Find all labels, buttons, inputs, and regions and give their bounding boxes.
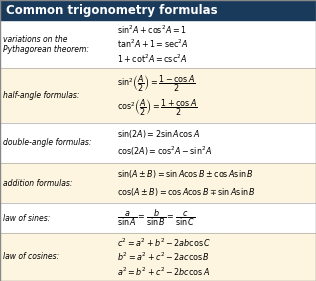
Bar <box>0 123 316 163</box>
Text: law of cosines:: law of cosines: <box>3 253 59 262</box>
Text: $\sin(2A) = 2\sin A\cos A$: $\sin(2A) = 2\sin A\cos A$ <box>117 128 200 140</box>
Text: $\tan^2\!A + 1 = \sec^2\!A$: $\tan^2\!A + 1 = \sec^2\!A$ <box>117 38 188 50</box>
Text: $\sin^2\!\left(\dfrac{A}{2}\right) = \dfrac{1 - \cos A}{2}$: $\sin^2\!\left(\dfrac{A}{2}\right) = \df… <box>117 73 196 94</box>
Text: half-angle formulas:: half-angle formulas: <box>3 91 80 100</box>
Bar <box>0 68 316 123</box>
Text: $\sin^2\!A + \cos^2\!A = 1$: $\sin^2\!A + \cos^2\!A = 1$ <box>117 24 186 36</box>
Text: $\cos^2\!\left(\dfrac{A}{2}\right) = \dfrac{1 + \cos A}{2}$: $\cos^2\!\left(\dfrac{A}{2}\right) = \df… <box>117 97 198 117</box>
Text: law of sines:: law of sines: <box>3 214 51 223</box>
Bar <box>0 203 316 233</box>
Text: $c^2 = a^2 + b^2 - 2ab\cos C$: $c^2 = a^2 + b^2 - 2ab\cos C$ <box>117 236 211 249</box>
Text: $\sin(A \pm B) = \sin A\cos B \pm \cos A\sin B$: $\sin(A \pm B) = \sin A\cos B \pm \cos A… <box>117 168 253 180</box>
Bar <box>0 20 316 68</box>
Text: $\cos(A \pm B) = \cos A\cos B \mp \sin A\sin B$: $\cos(A \pm B) = \cos A\cos B \mp \sin A… <box>117 186 256 198</box>
Text: variations on the
Pythagorean theorem:: variations on the Pythagorean theorem: <box>3 35 89 54</box>
Text: $\cos(2A) = \cos^2\!A - \sin^2\!A$: $\cos(2A) = \cos^2\!A - \sin^2\!A$ <box>117 145 212 158</box>
Text: $a^2 = b^2 + c^2 - 2bc\cos A$: $a^2 = b^2 + c^2 - 2bc\cos A$ <box>117 265 210 278</box>
Bar <box>0 233 316 281</box>
Text: double-angle formulas:: double-angle formulas: <box>3 138 92 147</box>
Bar <box>0 163 316 203</box>
Bar <box>0 0 316 20</box>
Text: addition formulas:: addition formulas: <box>3 178 73 187</box>
Text: $1 + \cot^2\!A = \csc^2\!A$: $1 + \cot^2\!A = \csc^2\!A$ <box>117 53 187 65</box>
Text: $b^2 = a^2 + c^2 - 2ac\cos B$: $b^2 = a^2 + c^2 - 2ac\cos B$ <box>117 251 210 263</box>
Text: Common trigonometry formulas: Common trigonometry formulas <box>6 4 218 17</box>
Text: $\dfrac{a}{\sin A} = \dfrac{b}{\sin B} = \dfrac{c}{\sin C}$: $\dfrac{a}{\sin A} = \dfrac{b}{\sin B} =… <box>117 208 195 228</box>
